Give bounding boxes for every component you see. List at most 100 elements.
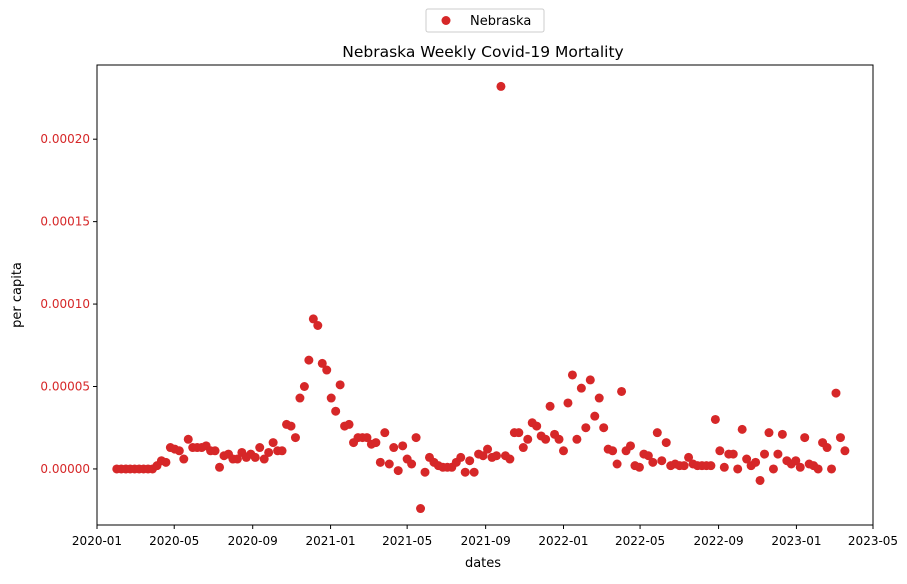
- data-point: [286, 421, 296, 431]
- data-point: [728, 449, 738, 459]
- data-point: [264, 447, 274, 457]
- data-point: [326, 393, 336, 403]
- data-point: [371, 438, 381, 448]
- data-point: [755, 475, 765, 485]
- chart-title: Nebraska Weekly Covid-19 Mortality: [342, 43, 623, 61]
- data-point: [634, 462, 644, 472]
- data-point: [250, 452, 260, 462]
- data-point: [174, 446, 184, 456]
- data-point: [411, 433, 421, 443]
- data-point: [532, 421, 542, 431]
- legend: Nebraska: [425, 8, 545, 33]
- data-point: [710, 414, 720, 424]
- data-point: [764, 428, 774, 438]
- data-point: [742, 454, 752, 464]
- x-tick-label: 2020-01: [72, 534, 122, 548]
- data-point: [389, 443, 399, 453]
- data-point: [715, 446, 725, 456]
- data-point: [581, 423, 591, 433]
- data-point: [572, 434, 582, 444]
- data-point: [259, 454, 269, 464]
- data-point: [496, 81, 506, 91]
- data-point: [322, 365, 332, 375]
- x-tick-label: 2020-05: [149, 534, 199, 548]
- data-point: [299, 382, 309, 392]
- data-point: [831, 388, 841, 398]
- data-point: [558, 446, 568, 456]
- y-tick-label: 0.00020: [40, 132, 90, 146]
- data-point: [657, 456, 667, 466]
- data-point: [465, 456, 475, 466]
- data-point: [827, 464, 837, 474]
- plot-area-frame: [96, 64, 874, 526]
- data-point: [384, 459, 394, 469]
- data-point: [277, 446, 287, 456]
- data-point: [661, 438, 671, 448]
- data-point: [232, 454, 242, 464]
- x-tick-label: 2022-05: [615, 534, 665, 548]
- x-tick-label: 2021-05: [382, 534, 432, 548]
- data-point: [768, 464, 778, 474]
- data-point: [608, 446, 618, 456]
- data-point: [612, 459, 622, 469]
- data-point: [751, 457, 761, 467]
- data-point: [594, 393, 604, 403]
- data-point: [648, 457, 658, 467]
- data-point: [684, 452, 694, 462]
- x-tick-label: 2021-01: [305, 534, 355, 548]
- data-point: [813, 464, 823, 474]
- data-point: [335, 380, 345, 390]
- legend-marker: [441, 16, 451, 25]
- data-point: [308, 314, 318, 324]
- data-point: [514, 428, 524, 438]
- data-point: [541, 434, 551, 444]
- data-point: [304, 355, 314, 365]
- data-point: [791, 456, 801, 466]
- data-point: [617, 386, 627, 396]
- x-axis-label: dates: [465, 556, 501, 571]
- data-point: [523, 434, 533, 444]
- x-tick-label: 2022-01: [538, 534, 588, 548]
- y-axis-label: per capita: [10, 262, 25, 328]
- data-point: [344, 419, 354, 429]
- y-tick-label: 0.00005: [40, 380, 90, 394]
- data-point: [505, 454, 515, 464]
- data-point: [576, 383, 586, 393]
- data-point: [491, 451, 501, 461]
- data-point: [380, 428, 390, 438]
- data-points: [112, 81, 850, 514]
- data-point: [777, 429, 787, 439]
- data-point: [183, 434, 193, 444]
- data-point: [626, 441, 635, 451]
- data-point: [599, 423, 609, 433]
- data-point: [706, 461, 716, 471]
- data-point: [255, 443, 265, 453]
- data-point: [456, 452, 466, 462]
- data-point: [407, 459, 417, 469]
- data-point: [679, 461, 689, 471]
- legend-frame: [425, 8, 545, 33]
- data-point: [795, 462, 805, 472]
- legend-label: Nebraska: [470, 14, 531, 29]
- data-point: [643, 451, 653, 461]
- y-ticks: 0.00000 0.00005 0.00010 0.00015 0.00020: [40, 132, 97, 476]
- data-point: [773, 449, 783, 459]
- data-point: [290, 433, 300, 443]
- data-point: [393, 466, 403, 476]
- data-point: [295, 393, 305, 403]
- data-point: [375, 457, 385, 467]
- data-point: [161, 457, 171, 467]
- data-point: [563, 398, 573, 408]
- data-point: [567, 370, 577, 380]
- x-tick-label: 2020-09: [228, 534, 278, 548]
- x-tick-label: 2021-09: [461, 534, 511, 548]
- data-point: [554, 434, 564, 444]
- data-point: [483, 444, 493, 454]
- data-point: [460, 467, 470, 477]
- data-point: [518, 443, 528, 453]
- data-point: [733, 464, 743, 474]
- data-point: [317, 358, 327, 368]
- data-point: [416, 504, 426, 514]
